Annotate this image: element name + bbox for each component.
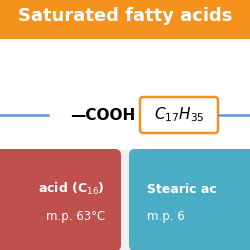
Text: Saturated fatty acids: Saturated fatty acids bbox=[18, 7, 232, 25]
FancyBboxPatch shape bbox=[140, 97, 218, 133]
Text: —COOH: —COOH bbox=[70, 108, 135, 122]
Text: $C_{17}H_{35}$: $C_{17}H_{35}$ bbox=[154, 106, 204, 124]
FancyBboxPatch shape bbox=[129, 149, 250, 250]
Text: m.p. 6: m.p. 6 bbox=[147, 210, 185, 223]
FancyBboxPatch shape bbox=[0, 35, 250, 150]
Text: Stearic ac: Stearic ac bbox=[147, 183, 217, 196]
FancyBboxPatch shape bbox=[0, 0, 250, 39]
Text: m.p. 63°C: m.p. 63°C bbox=[46, 210, 105, 223]
FancyBboxPatch shape bbox=[0, 149, 121, 250]
Text: acid (C$_{16}$): acid (C$_{16}$) bbox=[38, 181, 105, 197]
